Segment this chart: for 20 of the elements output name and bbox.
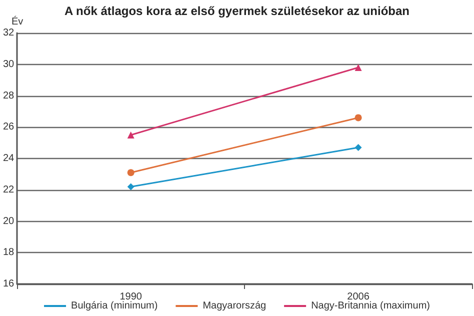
y-tick-label: 32 xyxy=(3,28,15,38)
y-tick-label: 20 xyxy=(3,216,15,227)
y-tick-label: 18 xyxy=(3,247,15,258)
legend-label: Magyarország xyxy=(202,300,266,312)
chart-title: A nők átlagos kora az első gyermek születésekor az unióban xyxy=(64,4,410,18)
x-tick-label: 1990 xyxy=(120,292,142,302)
point xyxy=(127,183,134,190)
y-tick-label: 26 xyxy=(3,122,15,133)
y-tick-label: 22 xyxy=(3,184,15,196)
x-tick-label: 2006 xyxy=(347,292,370,302)
y-tick-label: 24 xyxy=(3,153,15,164)
point xyxy=(354,144,362,152)
y-tick-label: 28 xyxy=(3,90,15,102)
y-tick-label: 16 xyxy=(3,278,15,290)
point xyxy=(354,114,362,122)
legend-label: Nagy-Britannia (maximum) xyxy=(311,300,430,312)
point xyxy=(127,169,134,176)
legend-label: Bulgária (minimum) xyxy=(71,300,158,312)
y-axis-title: Év xyxy=(11,16,24,28)
y-tick-label: 30 xyxy=(3,58,15,70)
